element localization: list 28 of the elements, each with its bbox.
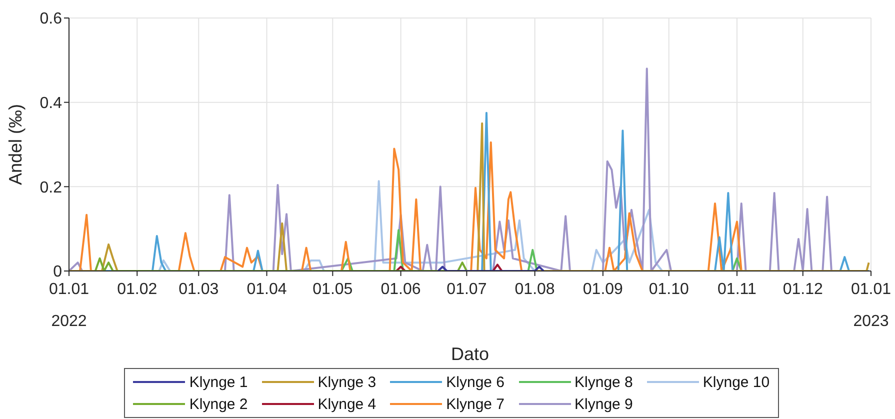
x-tick-label: 01.12 [782,281,823,298]
legend-label: Klynge 3 [318,374,376,390]
x-tick-label: 01.08 [514,281,555,298]
legend-label: Klynge 4 [318,396,376,412]
y-tick-label: 0.6 [40,10,62,28]
legend-label: Klynge 2 [189,396,248,412]
x-tick-label: 01.10 [648,281,689,298]
x-tick-label: 01.04 [246,281,287,298]
x-tick-label: 01.01 2022 [48,281,90,330]
y-tick-label: 0 [53,264,62,281]
x-tick-label: 01.07 [446,281,487,298]
x-axis-title: Dato [450,344,490,364]
legend-label: Klynge 6 [446,374,505,390]
x-tick-label: 01.01 2023 [850,281,892,330]
legend-label: Klynge 10 [702,374,770,390]
x-tick-label: 01.06 [380,281,421,298]
x-tick-label: 01.09 [582,281,624,298]
x-tick-label: 01.02 [117,281,158,298]
y-axis-title: Andel (‰) [5,104,26,186]
x-tick-label: 01.11 [718,281,756,298]
y-tick-label: 0.4 [40,95,62,112]
legend-label: Klynge 9 [574,396,633,412]
x-tick-label: 01.03 [178,281,219,298]
legend-label: Klynge 1 [189,374,248,390]
x-tick-label: 01.05 [312,281,353,298]
legend-label: Klynge 7 [446,396,505,412]
legend-label: Klynge 8 [574,374,633,390]
y-tick-label: 0.2 [40,179,62,196]
